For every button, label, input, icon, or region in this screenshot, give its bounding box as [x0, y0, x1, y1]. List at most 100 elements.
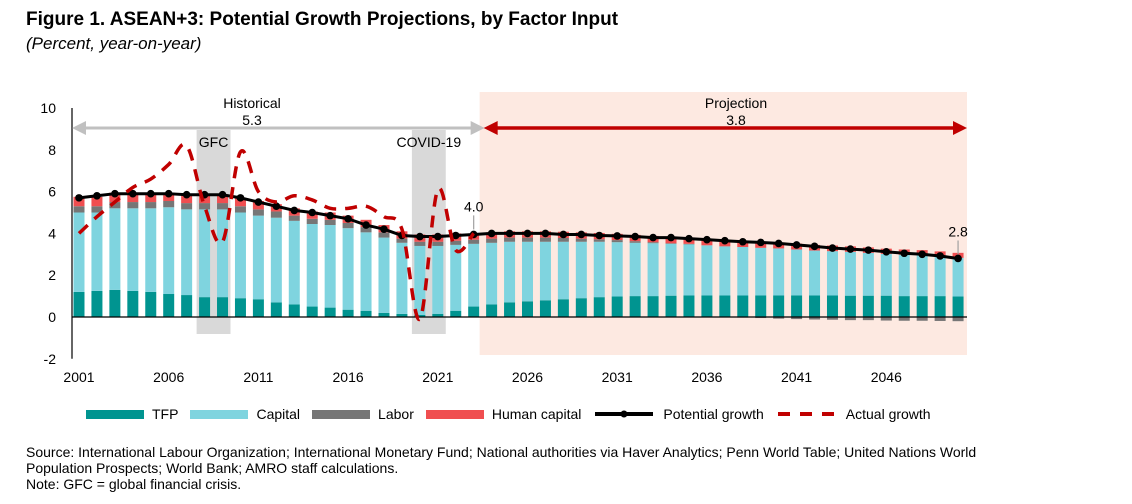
legend-swatch-human-capital	[425, 409, 484, 419]
bar-capital-2045	[862, 252, 874, 296]
y-tick-label: 2	[48, 267, 56, 283]
legend-label-human-capital: Human capital	[491, 406, 582, 422]
bar-labor-2045	[862, 317, 874, 321]
bar-labor-2012	[270, 211, 282, 218]
figure-title: Figure 1. ASEAN+3: Potential Growth Proj…	[26, 9, 619, 30]
x-tick-label: 2026	[512, 369, 543, 385]
point-potential-growth	[774, 239, 783, 248]
bar-tfp-2014	[306, 306, 318, 317]
y-tick-label: 6	[48, 184, 56, 200]
point-potential-growth	[326, 211, 334, 220]
legend-swatch-labor	[312, 409, 371, 419]
bar-tfp-2002	[91, 290, 103, 317]
x-tick-label: 2046	[871, 369, 902, 385]
bar-capital-2024	[486, 242, 498, 305]
point-potential-growth	[290, 206, 299, 215]
bar-labor-2032	[629, 241, 641, 243]
x-tick-label: 2016	[333, 369, 364, 385]
bar-tfp-2015	[324, 307, 336, 317]
x-tick-label: 2036	[691, 369, 722, 385]
bar-capital-2032	[629, 242, 641, 297]
bar-tfp-2013	[288, 304, 300, 317]
bar-human-capital-2008	[199, 194, 211, 204]
bar-labor-2005	[145, 202, 157, 209]
point-potential-growth	[685, 234, 693, 243]
bar-capital-2043	[826, 251, 838, 296]
bar-tfp-2007	[181, 295, 193, 317]
range-arrow-head-right-projection	[953, 121, 967, 135]
point-potential-growth	[182, 190, 191, 199]
point-potential-growth	[272, 202, 281, 211]
x-tick-label: 2031	[602, 369, 633, 385]
point-potential-growth	[846, 245, 855, 253]
axes-layer: -2 0 2 4 6 8 10 2001 2006 2011 2016 2021 2026 2031 203…	[40, 100, 967, 385]
point-potential-growth	[505, 229, 514, 238]
bar-labor-2035	[683, 243, 695, 245]
bar-tfp-2024	[486, 304, 498, 317]
bar-capital-2004	[127, 208, 139, 291]
bar-capital-2026	[522, 241, 533, 302]
bar-capital-2049	[934, 256, 946, 297]
bar-tfp-2020	[414, 314, 426, 317]
bar-tfp-2041	[791, 295, 803, 317]
bar-capital-2050	[952, 257, 964, 297]
bar-capital-2019	[396, 242, 408, 314]
point-potential-growth	[416, 232, 424, 241]
bar-capital-2002	[91, 212, 103, 291]
range-arrow-head-left-historical	[72, 121, 86, 135]
bar-labor-2011	[252, 209, 264, 216]
bar-tfp-2008	[199, 297, 211, 317]
bar-tfp-2003	[109, 289, 121, 317]
x-tick-label: 2011	[243, 369, 273, 385]
bar-capital-2020	[414, 245, 426, 315]
bar-tfp-2029	[575, 298, 587, 317]
point-potential-growth	[613, 232, 621, 240]
point-potential-growth	[936, 252, 944, 260]
figure-subtitle: (Percent, year-on-year)	[26, 34, 202, 53]
bar-capital-2023	[468, 243, 480, 307]
x-tick-label: 2041	[781, 369, 812, 385]
bar-tfp-2038	[737, 295, 749, 317]
point-potential-growth	[434, 232, 442, 241]
bar-tfp-2036	[701, 295, 713, 317]
bar-labor-2017	[360, 227, 372, 233]
bar-capital-2018	[378, 237, 390, 313]
range-label-projection: Projection	[705, 95, 767, 111]
bar-capital-2029	[575, 241, 587, 299]
bar-labor-2001	[73, 206, 85, 213]
bar-labor-2022	[450, 240, 462, 245]
bar-tfp-2004	[127, 290, 139, 317]
bar-labor-2013	[288, 215, 300, 221]
bar-labor-2050	[952, 317, 964, 322]
point-potential-growth	[595, 231, 604, 240]
bar-tfp-2049	[934, 296, 946, 317]
bar-tfp-2045	[862, 295, 874, 317]
bar-human-capital-2002	[91, 196, 103, 207]
bar-tfp-2010	[234, 298, 246, 317]
y-tick-label: 4	[48, 225, 56, 241]
bar-capital-2035	[683, 244, 695, 296]
bar-labor-2015	[324, 219, 336, 226]
bar-capital-2047	[898, 254, 910, 297]
bar-labor-2018	[378, 232, 390, 238]
point-potential-growth	[75, 194, 83, 202]
bar-labor-2025	[504, 237, 516, 242]
bar-capital-2015	[324, 225, 336, 308]
bar-capital-2021	[432, 245, 444, 314]
point-potential-growth	[344, 214, 352, 223]
point-potential-growth	[164, 189, 173, 198]
range-label-historical: Historical	[223, 95, 281, 111]
bar-tfp-2037	[719, 295, 731, 317]
bar-capital-2010	[234, 212, 246, 299]
bar-labor-2003	[109, 202, 121, 209]
point-potential-growth	[721, 236, 729, 245]
point-potential-growth	[487, 229, 496, 238]
x-tick-label: 2021	[422, 369, 453, 385]
bar-tfp-2033	[647, 296, 659, 317]
bar-capital-2001	[73, 212, 85, 292]
point-potential-growth	[954, 254, 962, 263]
bar-labor-2048	[916, 317, 928, 321]
bar-capital-2042	[809, 250, 821, 296]
point-potential-growth	[218, 190, 227, 199]
